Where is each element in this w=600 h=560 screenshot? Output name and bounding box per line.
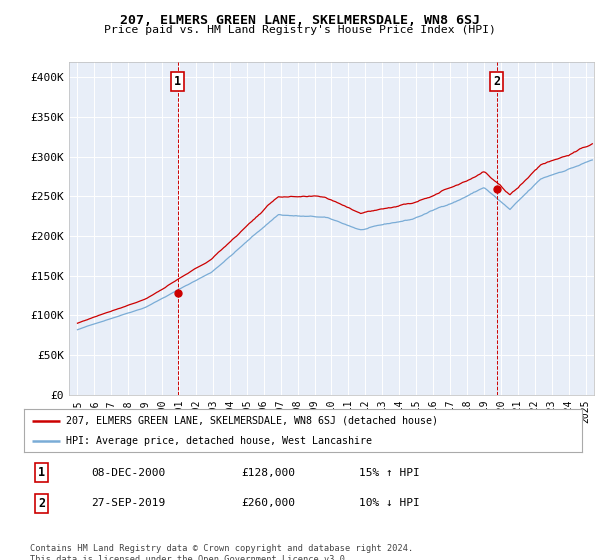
Text: Price paid vs. HM Land Registry's House Price Index (HPI): Price paid vs. HM Land Registry's House … (104, 25, 496, 35)
Text: £260,000: £260,000 (242, 498, 296, 508)
Text: 27-SEP-2019: 27-SEP-2019 (91, 498, 165, 508)
Text: 207, ELMERS GREEN LANE, SKELMERSDALE, WN8 6SJ (detached house): 207, ELMERS GREEN LANE, SKELMERSDALE, WN… (66, 416, 438, 426)
Text: 15% ↑ HPI: 15% ↑ HPI (359, 468, 419, 478)
Text: 207, ELMERS GREEN LANE, SKELMERSDALE, WN8 6SJ: 207, ELMERS GREEN LANE, SKELMERSDALE, WN… (120, 14, 480, 27)
Text: HPI: Average price, detached house, West Lancashire: HPI: Average price, detached house, West… (66, 436, 372, 446)
Text: 1: 1 (38, 466, 45, 479)
Text: 2: 2 (38, 497, 45, 510)
Text: 08-DEC-2000: 08-DEC-2000 (91, 468, 165, 478)
Text: 1: 1 (175, 75, 181, 88)
Text: 2: 2 (493, 75, 500, 88)
Text: 10% ↓ HPI: 10% ↓ HPI (359, 498, 419, 508)
Text: Contains HM Land Registry data © Crown copyright and database right 2024.
This d: Contains HM Land Registry data © Crown c… (30, 544, 413, 560)
Text: £128,000: £128,000 (242, 468, 296, 478)
